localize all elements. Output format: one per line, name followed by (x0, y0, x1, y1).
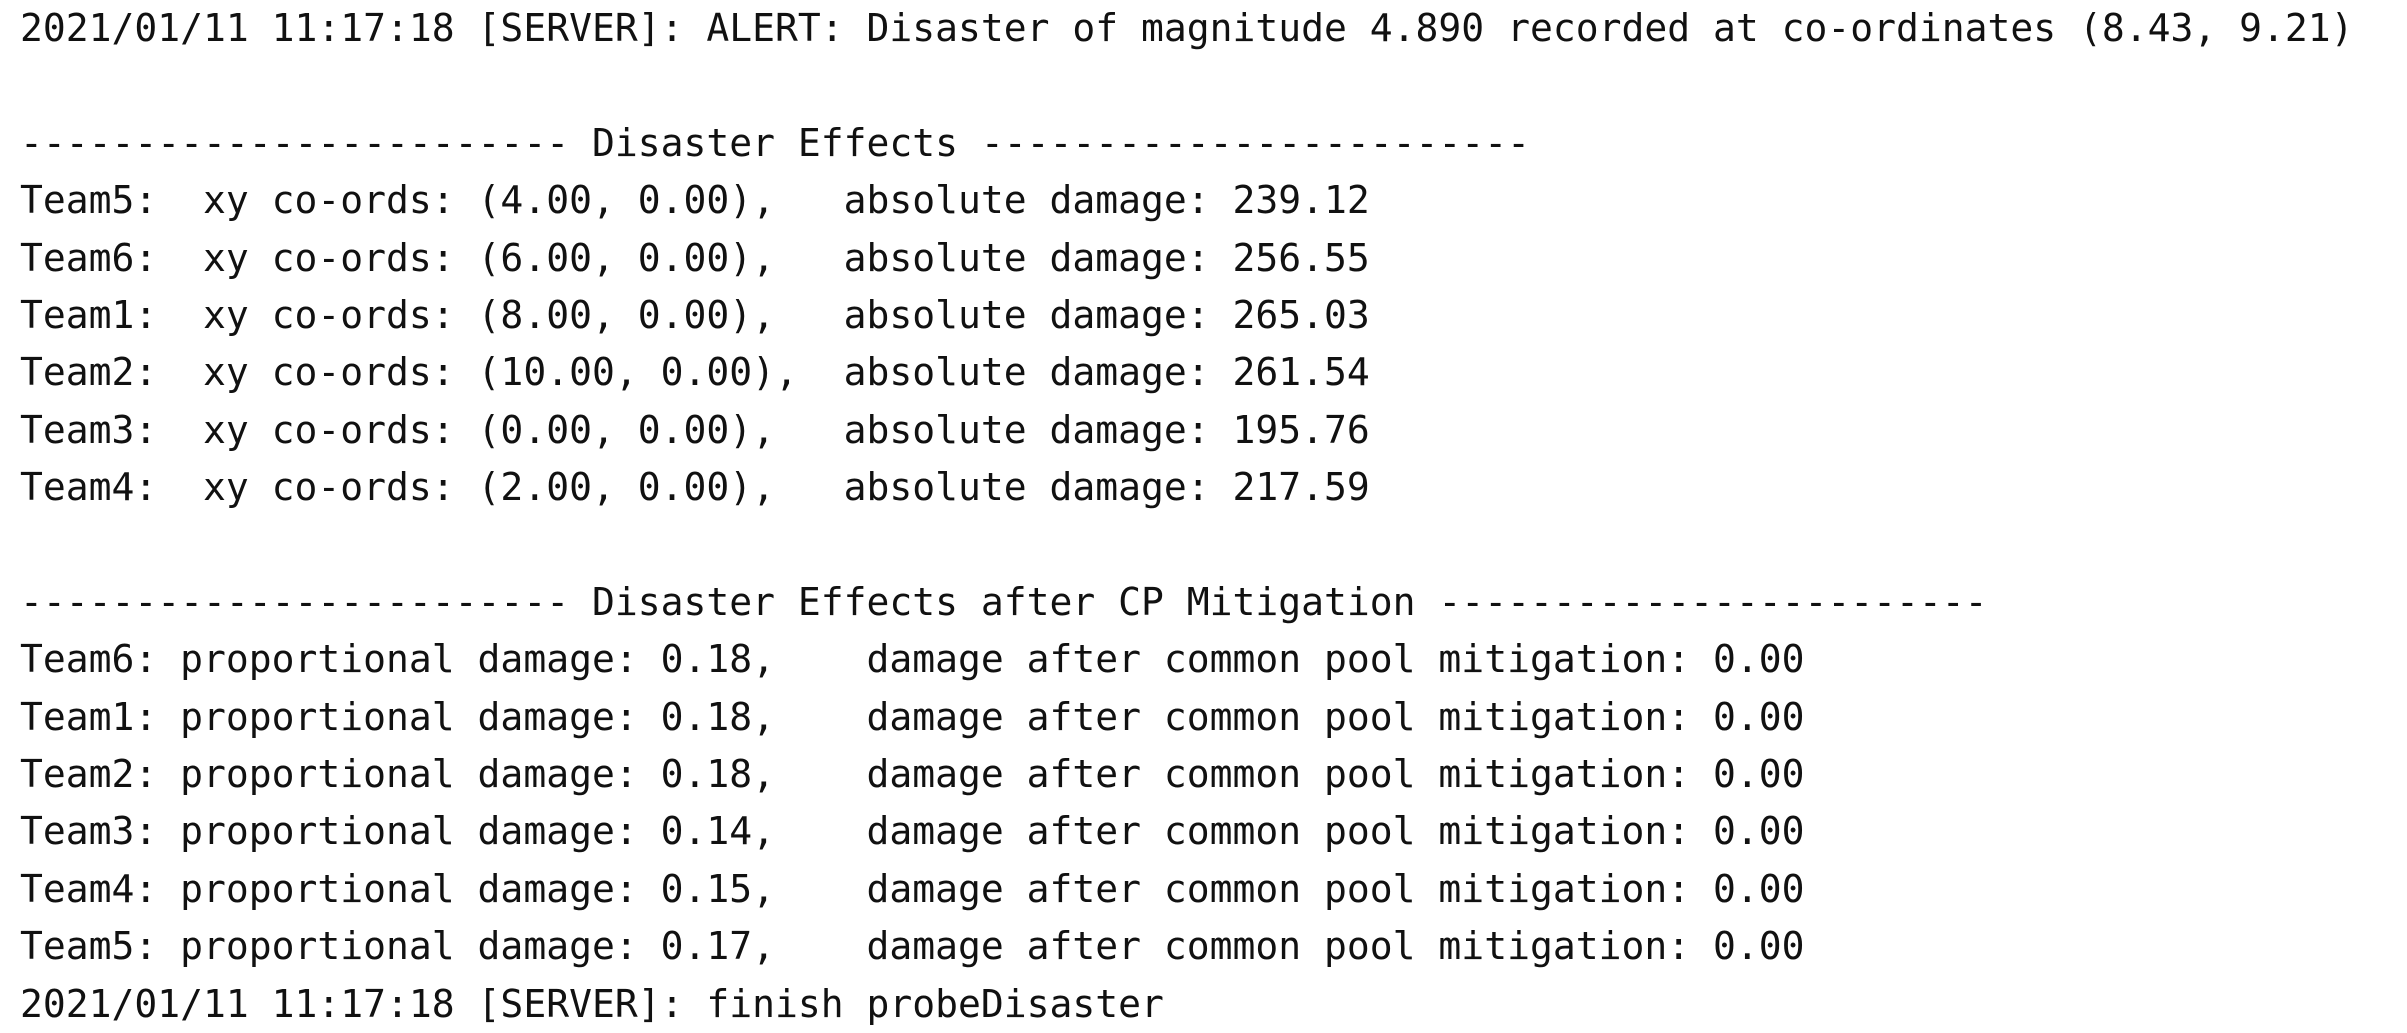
blank-line (20, 57, 2407, 114)
mitigation-row: Team2: proportional damage: 0.18, damage… (20, 752, 1805, 797)
finish-log-line: 2021/01/11 11:17:18 [SERVER]: finish pro… (20, 981, 1164, 1026)
effects-row: Team3: xy co-ords: (0.00, 0.00), absolut… (20, 407, 1370, 452)
mitigation-row: Team4: proportional damage: 0.15, damage… (20, 866, 1805, 911)
effects-row: Team5: xy co-ords: (4.00, 0.00), absolut… (20, 178, 1370, 223)
effects-row: Team6: xy co-ords: (6.00, 0.00), absolut… (20, 235, 1370, 280)
alert-log-line: 2021/01/11 11:17:18 [SERVER]: ALERT: Dis… (20, 6, 2354, 50)
mitigation-row: Team1: proportional damage: 0.18, damage… (20, 694, 1805, 739)
mitigation-row: Team6: proportional damage: 0.18, damage… (20, 637, 1805, 682)
mitigation-header: ------------------------ Disaster Effect… (20, 579, 1988, 624)
effects-row: Team1: xy co-ords: (8.00, 0.00), absolut… (20, 292, 1370, 337)
disaster-effects-header: ------------------------ Disaster Effect… (20, 120, 1530, 165)
effects-row: Team4: xy co-ords: (2.00, 0.00), absolut… (20, 465, 1370, 510)
mitigation-row: Team3: proportional damage: 0.14, damage… (20, 809, 1805, 854)
effects-row: Team2: xy co-ords: (10.00, 0.00), absolu… (20, 350, 1370, 395)
blank-line (20, 517, 2407, 574)
mitigation-row: Team5: proportional damage: 0.17, damage… (20, 924, 1805, 969)
